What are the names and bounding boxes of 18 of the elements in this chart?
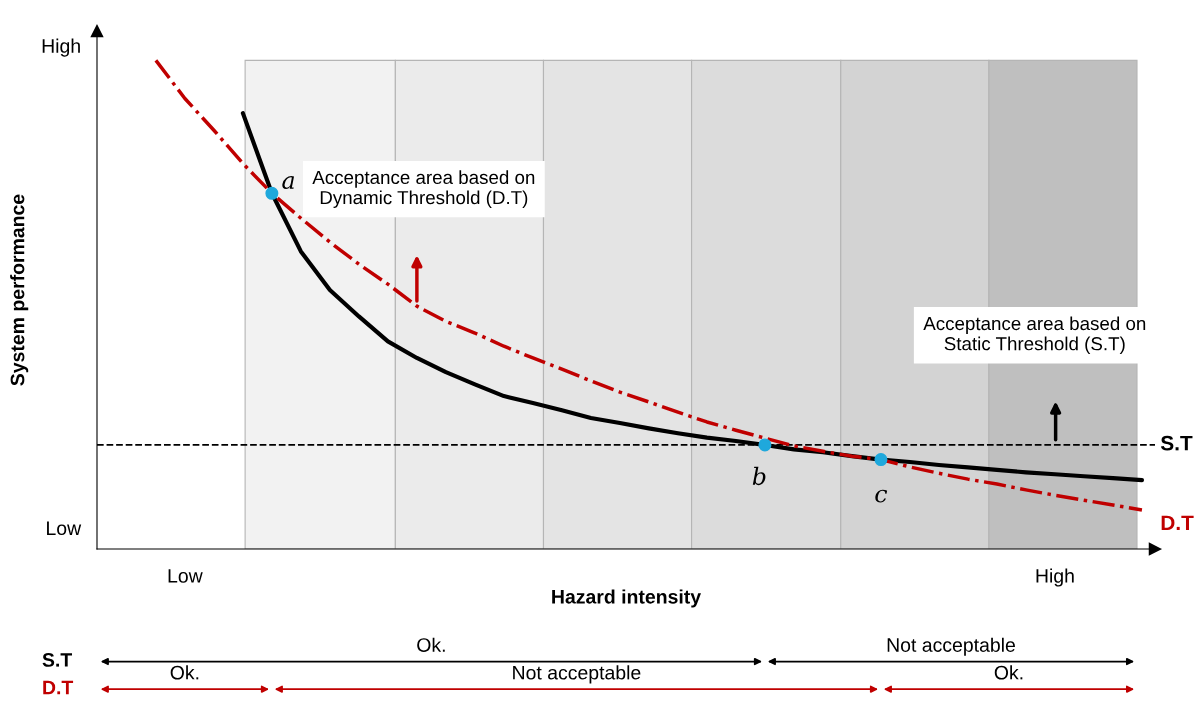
text: High bbox=[42, 38, 80, 57]
text: Ok. bbox=[170, 665, 199, 680]
text: Not acceptable bbox=[887, 637, 1015, 656]
y-axis-title: System performance bbox=[10, 194, 29, 386]
annotation: b bbox=[752, 466, 766, 486]
x-axis-title: Hazard intensity bbox=[552, 589, 701, 608]
annotation: Acceptance area based on Static Threshold (S.T) bbox=[923, 316, 1146, 355]
annotation: Acceptance area based on Dynamic Threshold (D.T) bbox=[312, 170, 535, 208]
ref-line-label: S.T bbox=[1160, 435, 1193, 451]
text: Not acceptable bbox=[513, 665, 641, 684]
annotation: a bbox=[282, 176, 295, 190]
text: S.T bbox=[42, 653, 73, 667]
series-label: D.T bbox=[1161, 515, 1194, 530]
text: Low bbox=[47, 521, 82, 536]
text: Ok. bbox=[994, 665, 1023, 680]
text: D.T bbox=[43, 680, 74, 695]
text: Ok. bbox=[417, 637, 445, 652]
annotation: c bbox=[875, 489, 888, 503]
